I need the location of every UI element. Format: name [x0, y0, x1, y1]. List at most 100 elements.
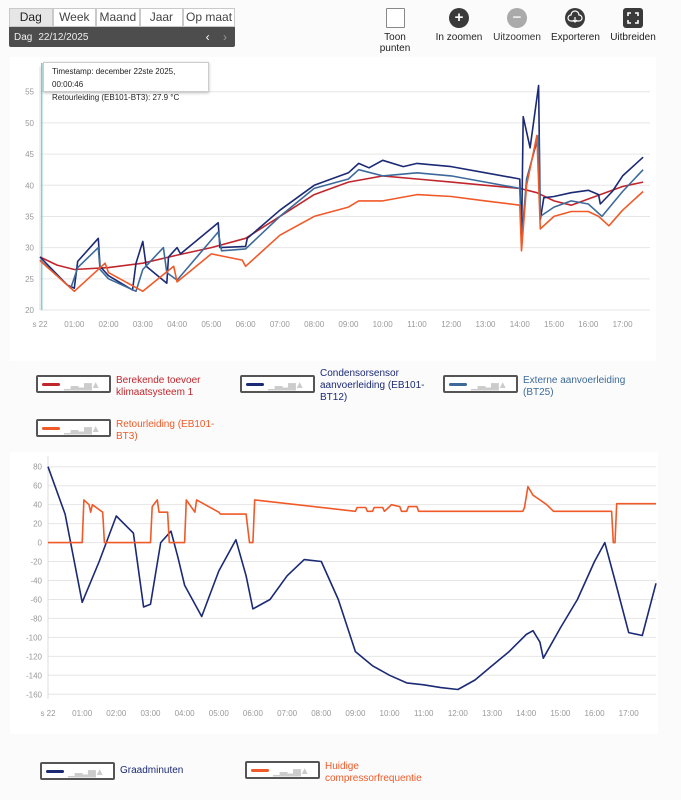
- chart-tooltip: Timestamp: december 22ste 2025, 00:00:46…: [43, 62, 209, 102]
- x-tick-label: 13:00: [475, 320, 496, 329]
- series-line: [39, 175, 644, 271]
- y-tick-label: 40: [33, 501, 42, 510]
- tab-year[interactable]: Jaar: [139, 8, 184, 27]
- date-bar-label: Dag: [14, 31, 33, 43]
- chevron-right-icon[interactable]: ›: [223, 30, 227, 44]
- legend-label: Condensorsensor aanvoerleiding (EB101-BT…: [320, 368, 425, 403]
- x-tick-label: 15:00: [550, 709, 571, 718]
- tab-week[interactable]: Week: [52, 8, 97, 27]
- show-points-button[interactable]: Toon punten: [371, 6, 419, 54]
- series-line: [48, 485, 656, 544]
- series-line: [39, 84, 644, 291]
- y-tick-label: 40: [25, 181, 34, 190]
- checkbox-icon[interactable]: [385, 8, 405, 28]
- expand-button[interactable]: Uitbreiden: [609, 6, 657, 54]
- legend-label: Graadminuten: [120, 765, 184, 776]
- y-tick-label: 45: [25, 150, 34, 159]
- zoom-in-label: In zoomen: [435, 32, 483, 43]
- legend-toggle[interactable]: ▁▃▂▅▲: [40, 762, 115, 780]
- x-tick-label: 01:00: [64, 320, 85, 329]
- series-line: [39, 134, 644, 293]
- x-tick-label: 15:00: [544, 320, 565, 329]
- y-tick-label: -20: [30, 558, 42, 567]
- x-tick-label: 06:00: [243, 709, 264, 718]
- legend-toggle[interactable]: ▁▃▂▅▲: [240, 375, 315, 393]
- range-selector: Dag Week Maand Jaar Op maat Dag 22/12/20…: [9, 8, 235, 47]
- export-label: Exporteren: [551, 32, 600, 43]
- y-tick-label: 35: [25, 212, 34, 221]
- legend-toggle[interactable]: ▁▃▂▅▲: [36, 375, 111, 393]
- y-tick-label: 0: [38, 539, 43, 548]
- legend-item-calculated-supply[interactable]: ▁▃▂▅▲ Berekende toevoer klimaatsysteem 1: [36, 375, 226, 399]
- x-tick-label: 17:00: [613, 320, 634, 329]
- tab-day[interactable]: Dag: [9, 8, 53, 27]
- legend-label: Berekende toevoer klimaatsysteem 1: [116, 375, 201, 398]
- x-tick-label: 10:00: [373, 320, 394, 329]
- x-tick-label: 08:00: [311, 709, 332, 718]
- tab-custom[interactable]: Op maat: [183, 8, 235, 27]
- legend-toggle[interactable]: ▁▃▂▅▲: [36, 419, 111, 437]
- minus-icon: −: [507, 8, 527, 28]
- y-tick-label: 50: [25, 119, 34, 128]
- x-tick-label: 01:00: [72, 709, 93, 718]
- y-tick-label: -60: [30, 595, 42, 604]
- x-tick-label: 09:00: [345, 709, 366, 718]
- x-tick-label: 12:00: [441, 320, 462, 329]
- x-tick-label: 09:00: [338, 320, 359, 329]
- legend-toggle[interactable]: ▁▃▂▅▲: [443, 375, 518, 393]
- date-value: 22/12/2025: [38, 31, 89, 43]
- legend-label: Retourleiding (EB101-BT3): [116, 419, 215, 442]
- legend-label: Huidige compressorfrequentie: [325, 761, 422, 784]
- x-tick-label: 07:00: [270, 320, 291, 329]
- y-tick-label: -160: [26, 690, 43, 699]
- x-tick-label: s 22: [32, 320, 48, 329]
- legend-toggle[interactable]: ▁▃▂▅▲: [245, 761, 320, 779]
- legend-item-compressor-frequency[interactable]: ▁▃▂▅▲ Huidige compressorfrequentie: [245, 761, 435, 785]
- x-tick-label: 14:00: [510, 320, 531, 329]
- y-tick-label: -100: [26, 633, 43, 642]
- tab-month[interactable]: Maand: [96, 8, 140, 27]
- show-points-label: Toon punten: [379, 32, 411, 54]
- y-tick-label: -140: [26, 671, 43, 680]
- x-tick-label: s 22: [40, 709, 56, 718]
- fullscreen-icon: [623, 8, 643, 28]
- x-tick-label: 05:00: [209, 709, 230, 718]
- y-tick-label: -120: [26, 652, 43, 661]
- legend-item-external-supply[interactable]: ▁▃▂▅▲ Externe aanvoerleiding (BT25): [443, 375, 633, 399]
- chart-toolbar: Toon punten + In zoomen − Uitzoomen Expo…: [371, 6, 657, 54]
- chevron-left-icon[interactable]: ‹: [205, 30, 210, 44]
- export-button[interactable]: Exporteren: [551, 6, 600, 54]
- x-tick-label: 13:00: [482, 709, 503, 718]
- zoom-in-button[interactable]: + In zoomen: [435, 6, 483, 54]
- tooltip-timestamp: Timestamp: december 22ste 2025, 00:00:46: [52, 67, 176, 89]
- series-line: [39, 134, 644, 293]
- x-tick-label: 02:00: [99, 320, 120, 329]
- legend-item-return-line[interactable]: ▁▃▂▅▲ Retourleiding (EB101-BT3): [36, 419, 226, 443]
- x-tick-label: 04:00: [175, 709, 196, 718]
- y-tick-label: 20: [25, 306, 34, 315]
- y-tick-label: 30: [25, 244, 34, 253]
- range-tabs: Dag Week Maand Jaar Op maat: [9, 8, 235, 27]
- x-tick-label: 14:00: [516, 709, 537, 718]
- x-tick-label: 16:00: [585, 709, 606, 718]
- x-tick-label: 11:00: [407, 320, 427, 329]
- degree-minutes-chart[interactable]: -160 -140 -120 -100 -80 -60 -40 -20 0 20 40 60 80 s 2…: [10, 452, 658, 727]
- plus-icon: +: [449, 8, 469, 28]
- x-tick-label: 12:00: [448, 709, 469, 718]
- x-tick-label: 03:00: [133, 320, 154, 329]
- y-tick-label: 55: [25, 88, 34, 97]
- legend-item-condenser-sensor[interactable]: ▁▃▂▅▲ Condensorsensor aanvoerleiding (EB…: [240, 368, 430, 404]
- x-tick-label: 11:00: [414, 709, 434, 718]
- x-tick-label: 02:00: [106, 709, 127, 718]
- y-tick-label: 80: [33, 463, 42, 472]
- y-tick-label: 25: [25, 275, 34, 284]
- legend-item-degree-minutes[interactable]: ▁▃▂▅▲ Graadminuten: [40, 762, 183, 780]
- x-tick-label: 04:00: [167, 320, 188, 329]
- zoom-out-button[interactable]: − Uitzoomen: [493, 6, 541, 54]
- y-tick-label: -40: [30, 577, 42, 586]
- date-bar: Dag 22/12/2025 ‹ ›: [9, 27, 235, 47]
- expand-label: Uitbreiden: [610, 32, 656, 43]
- series-line: [47, 466, 657, 691]
- x-tick-label: 07:00: [277, 709, 298, 718]
- y-tick-label: 20: [33, 520, 42, 529]
